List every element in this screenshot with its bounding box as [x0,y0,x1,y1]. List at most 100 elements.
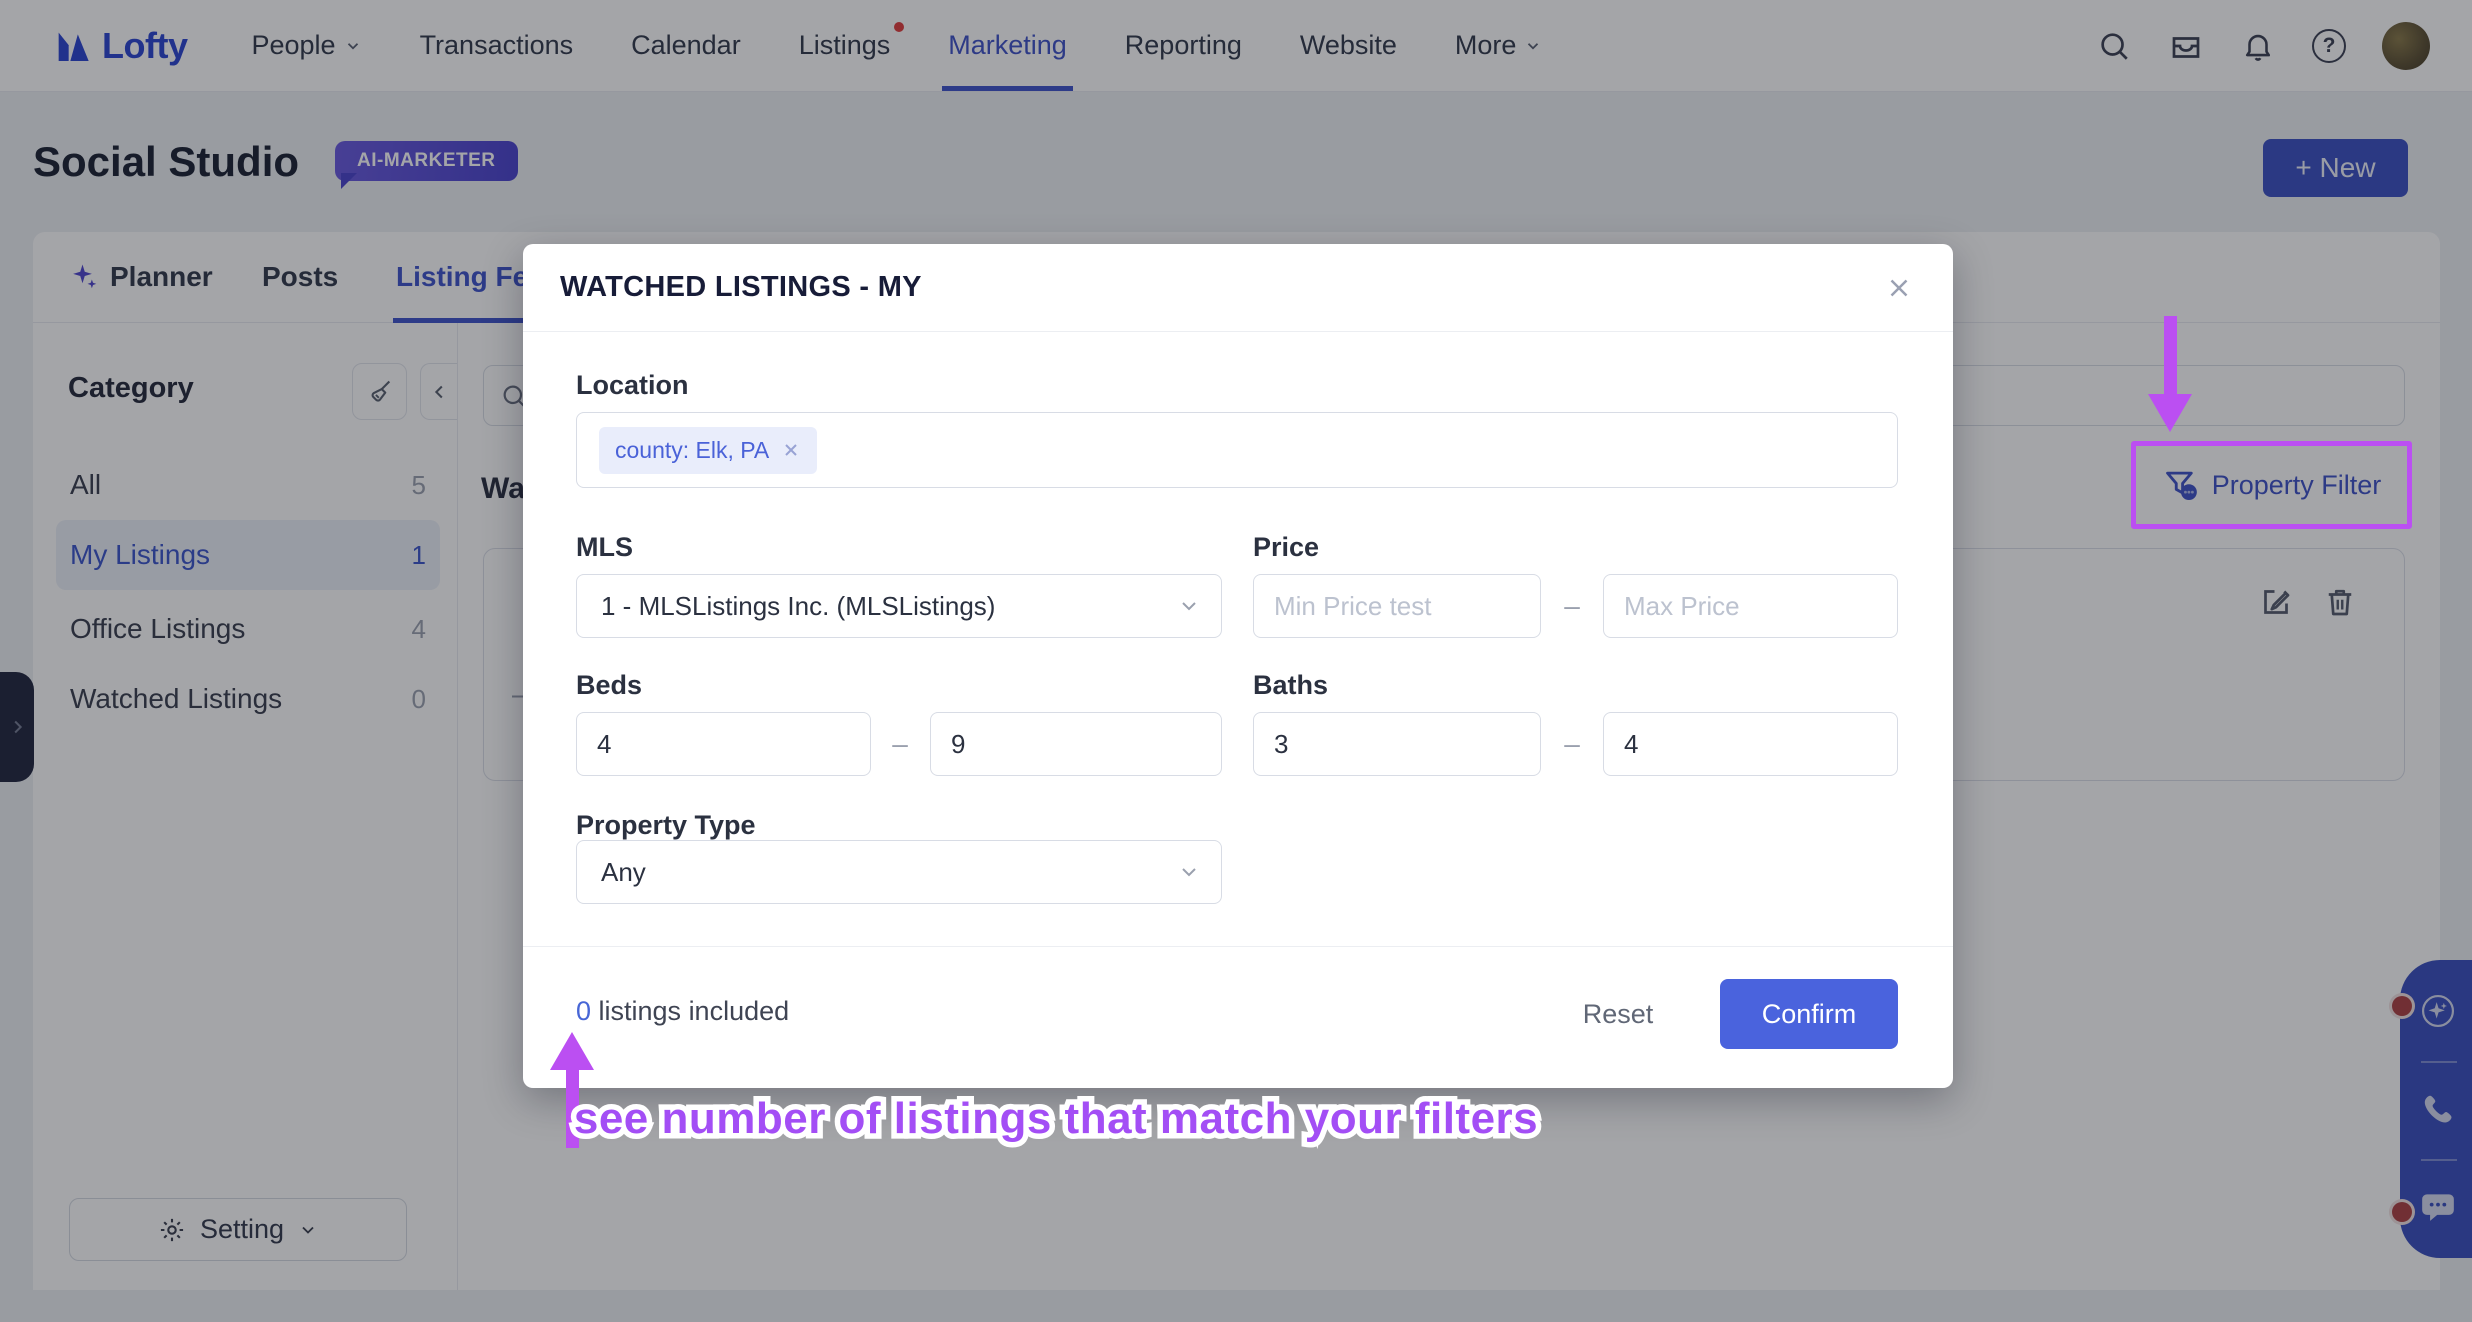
ai-marketer-badge: AI-MARKETER [335,141,518,181]
page-title: Social Studio [33,138,300,185]
nav-item-listings[interactable]: Listings [799,0,905,91]
tab-planner[interactable]: Planner [70,232,213,322]
beds-label: Beds [576,670,643,700]
beds-range-dash: – [892,728,908,759]
nav-item-calendar[interactable]: Calendar [631,30,741,60]
edit-icon[interactable] [2258,584,2294,620]
modal-header: WATCHED LISTINGS - MY [523,244,1953,332]
count-badge: 5 [411,469,426,500]
max-price-input[interactable] [1624,590,1877,622]
active-tab-underline [942,86,1073,91]
footer-divider [523,946,1953,947]
card-actions [2258,584,2358,620]
sidebar-divider [457,323,458,1290]
max-price-field[interactable] [1603,574,1898,638]
beds-min-input[interactable] [597,728,850,760]
new-button[interactable]: + New [2263,139,2408,197]
active-listing-tab-underline [393,318,541,323]
location-tag[interactable]: county: Elk, PA [599,426,818,474]
chevron-down-icon [302,1226,314,1234]
nav-item-more[interactable]: More [1455,0,1543,91]
tab-posts[interactable]: Posts [262,261,339,292]
count-badge: 1 [411,539,426,570]
inbox-icon[interactable] [2168,28,2204,64]
count-badge: 4 [411,613,426,644]
property-filter-funnel-icon [2165,471,2197,501]
baths-min-input[interactable] [1274,728,1520,760]
gear-icon [160,1218,184,1241]
lofty-logo-icon [58,32,89,61]
property-type-label: Property Type [576,810,756,840]
tab-listing-feeds[interactable]: Listing Fe [396,261,529,292]
property-filter-button[interactable]: Property Filter [2136,446,2407,524]
modal-title: WATCHED LISTINGS - MY [560,271,922,303]
broom-icon [371,380,390,402]
min-price-field[interactable] [1253,574,1541,638]
remove-tag-icon[interactable] [781,440,801,460]
min-price-input[interactable] [1274,590,1520,622]
search-icon[interactable] [2096,28,2132,64]
phone-icon[interactable] [2419,1090,2457,1128]
expand-panel-handle[interactable] [0,672,34,782]
collapse-sidebar-button[interactable] [420,363,457,420]
chevron-down-icon [1182,868,1196,877]
chevron-right-icon [14,720,23,734]
lofty-logo-text: Lofty [102,24,188,66]
sidebar-item-office-listings[interactable]: Office Listings 4 [70,613,426,644]
baths-max-input[interactable] [1624,728,1877,760]
dock-divider [2421,1061,2457,1063]
beds-max-field[interactable] [930,712,1222,776]
nav-item-website[interactable]: Website [1299,30,1397,60]
baths-range-dash: – [1564,728,1580,759]
sidebar-item-all[interactable]: All 5 [70,469,426,500]
sidebar-item-my-listings[interactable]: My Listings 1 [56,520,440,590]
nav-item-reporting[interactable]: Reporting [1124,30,1242,60]
chevron-left-icon [434,385,443,398]
nav-item-people[interactable]: People [251,0,361,91]
nav-item-marketing[interactable]: Marketing [942,0,1073,91]
baths-min-field[interactable] [1253,712,1541,776]
sparkles-icon [73,264,97,289]
beds-min-field[interactable] [576,712,871,776]
baths-max-field[interactable] [1603,712,1898,776]
dock-divider [2421,1159,2457,1161]
location-label: Location [576,370,689,400]
watched-listings-modal: WATCHED LISTINGS - MY Location county: E… [523,244,1953,1088]
property-type-select[interactable]: Any [576,840,1222,904]
beds-max-input[interactable] [951,728,1201,760]
setting-button[interactable]: Setting [69,1198,407,1261]
lofty-logo[interactable]: Lofty [52,24,188,67]
listings-count-suffix: listings included [591,996,790,1026]
chevron-down-icon [1182,602,1196,611]
mls-label: MLS [576,532,633,562]
delete-icon[interactable] [2322,584,2358,620]
nav-items: People Transactions Calendar Listings Ma… [251,0,1542,91]
nav-right: ? [2096,21,2430,70]
nav-item-transactions[interactable]: Transactions [419,30,574,60]
close-icon[interactable] [1881,270,1917,306]
category-title: Category [68,372,194,404]
clear-filter-button[interactable] [352,363,407,420]
location-field[interactable]: county: Elk, PA [576,412,1898,488]
price-label: Price [1253,532,1320,562]
chevron-down-icon [1528,42,1539,50]
reset-button[interactable]: Reset [1582,998,1654,1029]
listings-count: 0 [576,996,592,1026]
avatar[interactable] [2382,21,2430,70]
listings-count-line: 0 listings included [576,996,789,1027]
price-range-dash: – [1564,590,1580,621]
chevron-down-icon [347,42,358,50]
watched-listings-heading-partial: Wa [481,472,525,505]
bell-icon[interactable] [2240,28,2276,64]
dock-notification-dot [2389,993,2415,1019]
notification-dot [894,22,905,32]
confirm-button[interactable]: Confirm [1720,979,1898,1049]
mls-select[interactable]: 1 - MLSListings Inc. (MLSListings) [576,574,1222,638]
ai-assistant-icon[interactable] [2419,992,2457,1030]
sidebar-item-watched-listings[interactable]: Watched Listings 0 [70,683,426,714]
top-nav: Lofty People Transactions Calendar Listi… [0,0,2472,92]
dock-notification-dot [2389,1199,2415,1225]
chat-icon[interactable] [2419,1188,2457,1226]
help-icon[interactable]: ? [2312,28,2346,63]
